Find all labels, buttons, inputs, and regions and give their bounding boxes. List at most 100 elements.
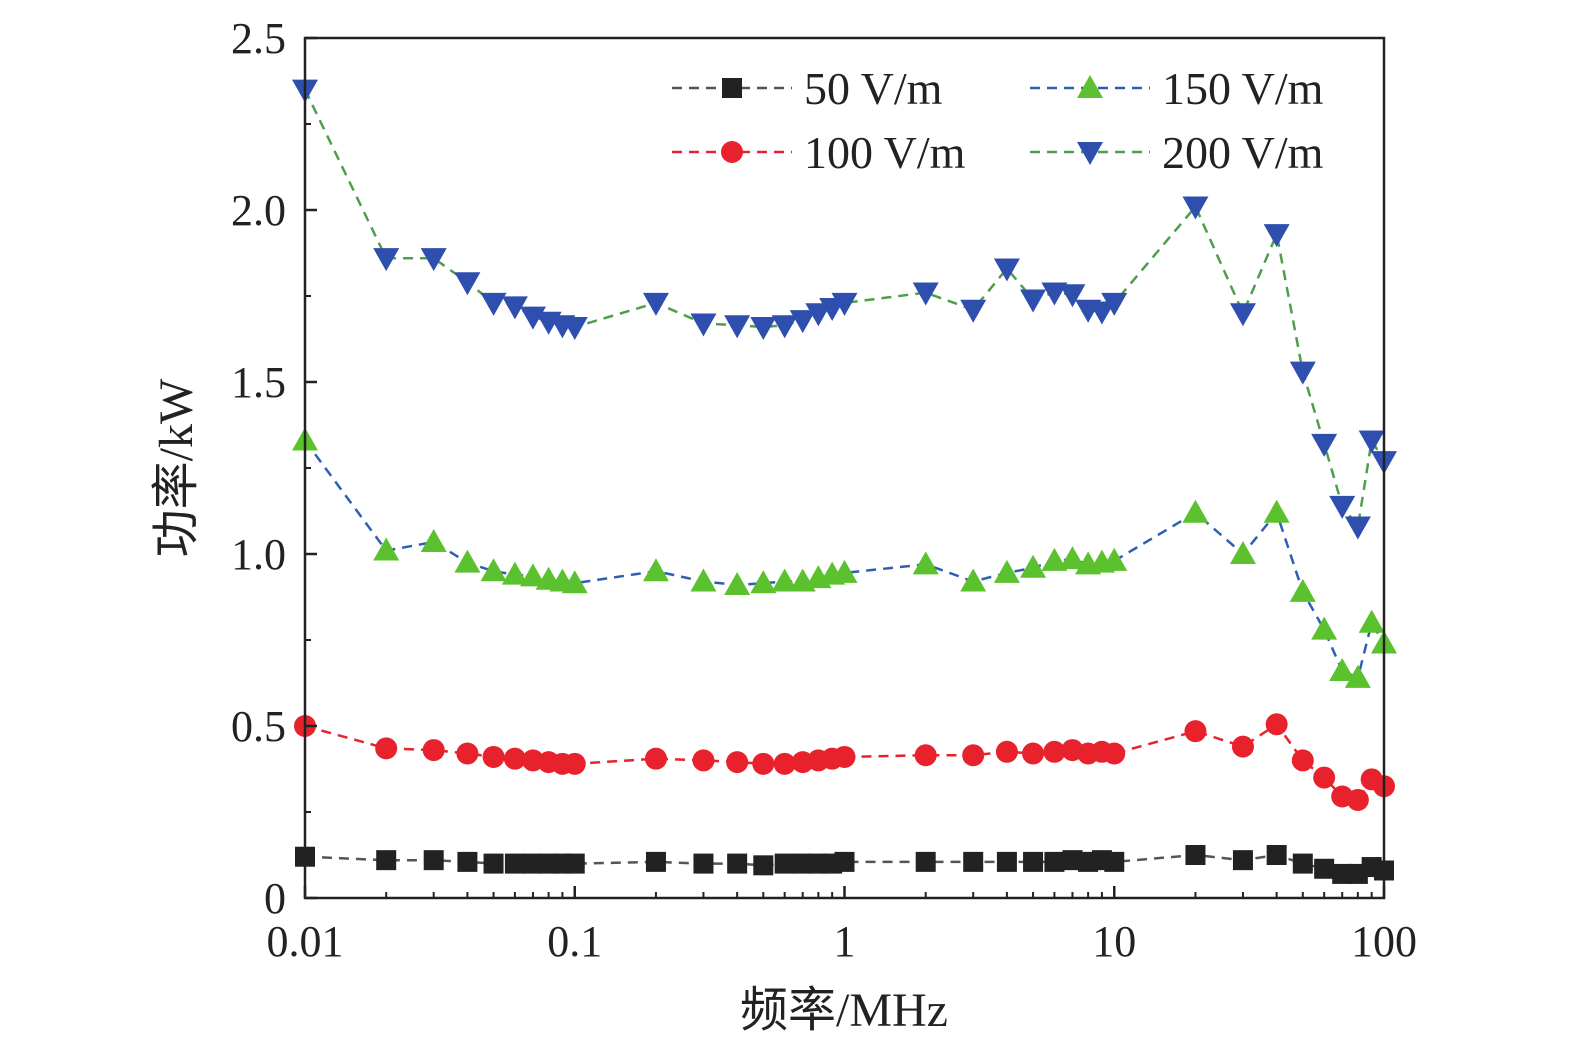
data-point xyxy=(831,559,858,583)
data-point xyxy=(833,745,856,768)
data-point xyxy=(1291,749,1314,772)
data-point xyxy=(752,752,775,775)
data-point xyxy=(831,292,858,316)
data-point xyxy=(480,292,507,316)
data-point xyxy=(1289,578,1316,602)
data-point xyxy=(692,749,715,772)
x-tick-label: 100 xyxy=(1351,917,1417,966)
data-point xyxy=(1022,742,1045,765)
data-point xyxy=(1184,720,1207,743)
data-point xyxy=(962,744,985,767)
data-point xyxy=(693,853,714,874)
data-point xyxy=(789,310,816,334)
data-point xyxy=(454,272,481,296)
data-point xyxy=(1263,499,1290,523)
data-point xyxy=(753,855,774,876)
data-point xyxy=(1292,853,1313,874)
data-point xyxy=(376,850,397,871)
data-point xyxy=(912,282,939,306)
legend-label: 100 V/m xyxy=(804,127,966,178)
data-point xyxy=(1313,766,1336,789)
data-point xyxy=(457,851,478,872)
data-point xyxy=(420,248,447,272)
data-point xyxy=(480,558,507,582)
data-point xyxy=(1231,735,1254,758)
data-point xyxy=(642,558,669,582)
x-axis-title: 频率/MHz xyxy=(740,984,948,1037)
data-point xyxy=(522,853,543,874)
data-point xyxy=(564,853,585,874)
data-point xyxy=(727,853,748,874)
x-tick-label: 10 xyxy=(1092,917,1136,966)
data-point xyxy=(1059,546,1086,570)
axis-labels: 0.01 0.1 1 10 100 0 0.5 1.0 1.5 2.0 2.5 xyxy=(231,14,1417,966)
legend-marker xyxy=(722,78,742,98)
data-point xyxy=(773,752,796,775)
y-tick-label: 2.5 xyxy=(231,14,286,63)
data-point xyxy=(373,248,400,272)
data-point xyxy=(456,742,479,765)
data-point xyxy=(915,851,936,872)
data-point xyxy=(644,747,667,770)
legend-label: 200 V/m xyxy=(1162,127,1324,178)
y-tick-label: 1.5 xyxy=(231,358,286,407)
data-point xyxy=(503,747,526,770)
data-point xyxy=(1229,303,1256,327)
y-tick-label: 2.0 xyxy=(231,186,286,235)
data-point xyxy=(750,316,777,340)
data-point xyxy=(1314,858,1335,879)
data-point xyxy=(501,296,528,320)
legend-marker xyxy=(721,141,743,163)
data-point xyxy=(690,568,717,592)
data-point xyxy=(960,568,987,592)
data-point xyxy=(912,551,939,575)
data-point xyxy=(1344,664,1371,688)
data-point xyxy=(642,292,669,316)
data-point xyxy=(1346,788,1369,811)
data-point xyxy=(726,751,749,774)
data-point xyxy=(501,561,528,585)
data-point xyxy=(504,853,525,874)
data-point xyxy=(771,315,798,339)
data-point xyxy=(1332,863,1353,884)
data-point xyxy=(690,313,717,337)
data-point xyxy=(1182,499,1209,523)
data-point xyxy=(750,570,777,594)
legend-marker xyxy=(1077,75,1103,98)
data-point xyxy=(1182,196,1209,220)
data-point xyxy=(1229,541,1256,564)
data-point xyxy=(423,850,444,871)
legend-label: 150 V/m xyxy=(1162,63,1324,114)
data-point xyxy=(1043,740,1066,763)
x-tick-label: 0.1 xyxy=(547,917,602,966)
data-point xyxy=(960,299,987,323)
data-point xyxy=(792,853,813,874)
data-point xyxy=(724,315,751,339)
data-point xyxy=(373,537,400,561)
data-point xyxy=(1023,851,1044,872)
data-point xyxy=(996,851,1017,872)
data-point xyxy=(519,563,546,587)
data-point xyxy=(963,851,984,872)
legend: 50 V/m 100 V/m 150 V/m 200 V/m xyxy=(672,63,1324,178)
data-point xyxy=(771,568,798,592)
data-point xyxy=(1185,845,1206,865)
data-point xyxy=(1358,430,1385,454)
data-point xyxy=(1041,282,1068,306)
x-tick-label: 0.01 xyxy=(267,917,344,966)
legend-label: 50 V/m xyxy=(804,63,943,114)
data-point xyxy=(1103,742,1126,765)
data-point xyxy=(1041,547,1068,571)
data-point xyxy=(1289,361,1316,385)
data-point xyxy=(1059,284,1086,308)
data-point xyxy=(724,571,751,595)
data-point xyxy=(995,740,1018,763)
data-point xyxy=(1344,516,1371,540)
data-point xyxy=(1104,851,1125,872)
data-point xyxy=(1358,609,1385,633)
y-tick-label: 0.5 xyxy=(231,702,286,751)
data-point xyxy=(1044,851,1065,872)
data-point xyxy=(1232,850,1253,871)
data-point xyxy=(1266,845,1287,865)
